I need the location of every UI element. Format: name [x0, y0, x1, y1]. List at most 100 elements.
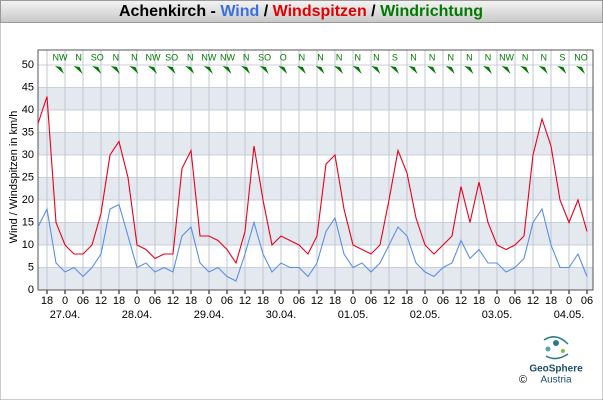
wind-direction-label: NO	[574, 52, 588, 62]
wind-arrow	[92, 66, 102, 74]
title-part: Achenkirch	[119, 3, 206, 20]
plot-border	[37, 49, 594, 291]
wind-arrow	[185, 66, 195, 74]
wind-arrow	[576, 66, 585, 74]
logo-dot	[561, 349, 565, 353]
wind-arrow	[445, 66, 455, 74]
wind-direction-label: NW	[499, 52, 514, 62]
wind-direction-label: S	[392, 52, 398, 62]
x-tick-label: 18	[257, 295, 269, 307]
wind-direction-label: N	[354, 52, 361, 62]
wind-direction-label: NW	[146, 52, 161, 62]
title-part: /	[371, 3, 376, 20]
title-part: Windspitzen	[273, 3, 367, 20]
wind-arrow	[371, 66, 381, 74]
wind-arrow	[557, 66, 567, 74]
wind-direction-label: N	[317, 52, 324, 62]
wind-direction-label: N	[485, 52, 492, 62]
wind-direction-label: N	[410, 52, 417, 62]
wind-direction-label: N	[466, 52, 473, 62]
date-label: 27.04.	[50, 309, 81, 321]
wind-arrow	[110, 66, 120, 74]
wind-direction-label: N	[336, 52, 343, 62]
date-label: 04.05.	[554, 309, 585, 321]
copyright: ©	[519, 374, 527, 386]
x-tick-label: 06	[437, 295, 449, 307]
wind-direction-label: S	[559, 52, 565, 62]
y-tick-label: 30	[22, 149, 34, 161]
y-tick-label: 50	[22, 59, 34, 71]
wind-direction-label: SO	[91, 52, 104, 62]
wind-arrow	[427, 66, 437, 74]
x-tick-label: 12	[95, 295, 107, 307]
plot-background	[38, 50, 593, 290]
x-tick-label: 0	[350, 295, 356, 307]
x-tick-label: 0	[278, 295, 284, 307]
x-tick-label: 18	[545, 295, 557, 307]
wind-arrow	[408, 66, 418, 74]
x-tick-label: 06	[149, 295, 161, 307]
y-tick-label: 0	[28, 284, 34, 296]
date-label: 28.04.	[122, 309, 153, 321]
grid-band	[38, 177, 593, 200]
wind-arrow	[389, 66, 399, 74]
logo-name: GeoSphere	[529, 364, 583, 375]
wind-direction-label: N	[299, 52, 306, 62]
x-tick-label: 0	[566, 295, 572, 307]
chart-title: Achenkirch - Wind / Windspitzen / Windri…	[119, 3, 483, 20]
x-tick-label: 0	[494, 295, 500, 307]
title-part: Wind	[220, 3, 259, 20]
x-tick-label: 12	[527, 295, 539, 307]
date-label: 29.04.	[194, 309, 225, 321]
x-tick-label: 06	[365, 295, 377, 307]
wind-arrow	[73, 66, 83, 74]
grid-band	[38, 222, 593, 245]
y-tick-label: 20	[22, 194, 34, 206]
x-tick-label: 06	[221, 295, 233, 307]
x-tick-label: 18	[329, 295, 341, 307]
y-tick-label: 5	[28, 261, 34, 273]
wind-arrow	[203, 66, 213, 74]
title-part: -	[211, 3, 216, 20]
wind-arrow	[315, 66, 325, 74]
wind-arrow	[166, 66, 176, 74]
wind-arrow	[148, 66, 158, 74]
y-tick-label: 10	[22, 239, 34, 251]
x-tick-label: 12	[383, 295, 395, 307]
wind-direction-label: N	[373, 52, 380, 62]
wind-arrow	[55, 66, 64, 74]
x-tick-label: 12	[455, 295, 467, 307]
x-tick-label: 06	[77, 295, 89, 307]
wind-direction-label: N	[131, 52, 138, 62]
wind-arrow	[501, 66, 511, 74]
series-line	[37, 203, 588, 282]
date-label: 30.04.	[266, 309, 297, 321]
x-tick-label: 18	[41, 295, 53, 307]
x-tick-label: 06	[581, 295, 593, 307]
series-line	[37, 96, 588, 265]
x-tick-label: 12	[167, 295, 179, 307]
wind-direction-label: SO	[165, 52, 178, 62]
wind-direction-label: O	[280, 52, 287, 62]
date-label: 02.05.	[410, 309, 441, 321]
wind-arrow	[334, 66, 344, 74]
y-tick-label: 40	[22, 104, 34, 116]
wind-arrow	[520, 66, 530, 74]
x-tick-label: 0	[134, 295, 140, 307]
wind-arrow	[352, 66, 362, 74]
x-tick-label: 12	[311, 295, 323, 307]
wind-direction-label: NW	[53, 52, 68, 62]
wind-arrow	[464, 66, 474, 74]
x-tick-label: 0	[62, 295, 68, 307]
logo-dot	[545, 346, 551, 352]
grid-band	[38, 132, 593, 155]
title-part: /	[264, 3, 269, 20]
x-tick-label: 18	[185, 295, 197, 307]
wind-direction-label: NW	[201, 52, 216, 62]
y-tick-label: 35	[22, 126, 34, 138]
wind-direction-label: N	[243, 52, 250, 62]
wind-arrow	[296, 66, 306, 74]
y-axis-label: Wind / Windspitzen in km/h	[8, 111, 20, 244]
logo-swirl	[543, 336, 569, 360]
